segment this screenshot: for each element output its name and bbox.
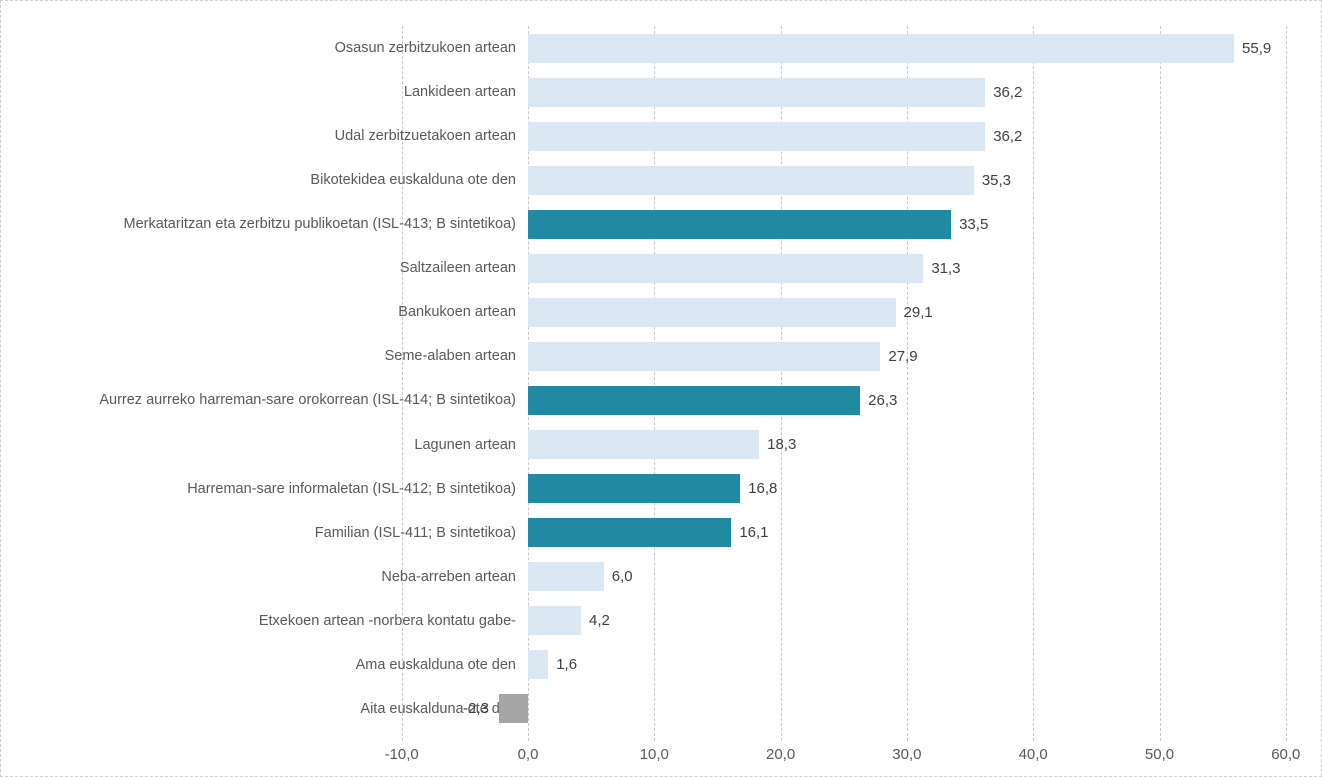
bar bbox=[498, 694, 528, 724]
bar bbox=[528, 253, 924, 283]
category-label: Etxekoen artean -norbera kontatu gabe- bbox=[258, 612, 516, 629]
bar-row: Seme-alaben artean 27,9 bbox=[1, 334, 1321, 378]
bar bbox=[528, 518, 732, 548]
value-label: 31,3 bbox=[931, 259, 961, 277]
value-label: 26,3 bbox=[868, 391, 898, 409]
bar bbox=[528, 341, 881, 371]
category-label: Osasun zerbitzukoen artean bbox=[334, 40, 516, 57]
bar-row: Aurrez aurreko harreman-sare orokorrean … bbox=[1, 378, 1321, 422]
bar bbox=[528, 77, 986, 107]
bar bbox=[528, 165, 974, 195]
x-axis-tick-label: -10,0 bbox=[384, 746, 419, 763]
bar-row: Neba-arreben artean 6,0 bbox=[1, 555, 1321, 599]
category-label: Familian (ISL-411; B sintetikoa) bbox=[314, 524, 516, 541]
bar bbox=[528, 562, 604, 592]
bar-row: Lankideen artean 36,2 bbox=[1, 70, 1321, 114]
category-label: Bankukoen artean bbox=[398, 304, 516, 321]
bar bbox=[528, 606, 582, 636]
bar-row: Etxekoen artean -norbera kontatu gabe- 4,… bbox=[1, 599, 1321, 643]
value-label: 6,0 bbox=[611, 568, 633, 586]
category-label: Lankideen artean bbox=[403, 84, 516, 101]
value-label: 36,2 bbox=[993, 127, 1023, 145]
category-label: Lagunen artean bbox=[414, 436, 516, 453]
bar bbox=[528, 650, 549, 680]
value-label: 27,9 bbox=[888, 347, 918, 365]
x-axis-tick-label: 10,0 bbox=[639, 746, 669, 763]
gridline bbox=[1285, 26, 1287, 741]
category-label: Merkataritzan eta zerbitzu publikoetan (… bbox=[123, 216, 516, 233]
x-axis-tick-label: 40,0 bbox=[1018, 746, 1048, 763]
x-axis-tick-label: 20,0 bbox=[765, 746, 796, 763]
gridline bbox=[906, 26, 908, 741]
value-label: 4,2 bbox=[589, 612, 610, 630]
bar-row: Merkataritzan eta zerbitzu publikoetan (… bbox=[1, 202, 1321, 246]
value-label: 33,5 bbox=[959, 215, 989, 233]
x-axis-tick-label: 30,0 bbox=[892, 746, 922, 763]
gridline bbox=[1159, 26, 1161, 741]
gridline bbox=[528, 26, 529, 741]
category-label: Harreman-sare informaletan (ISL-412; B s… bbox=[187, 480, 516, 497]
category-label: Saltzaileen artean bbox=[399, 260, 516, 277]
value-label: 16,8 bbox=[748, 480, 778, 498]
x-axis-tick-label: 60,0 bbox=[1271, 746, 1301, 763]
bar-row: Aita euskalduna ote den -2,3 bbox=[1, 687, 1321, 731]
value-label: 55,9 bbox=[1242, 39, 1272, 57]
bar-row: Bankukoen artean 29,1 bbox=[1, 290, 1321, 334]
bar bbox=[528, 474, 741, 504]
bar-row: Lagunen artean 18,3 bbox=[1, 423, 1321, 467]
bar-row: Familian (ISL-411; B sintetikoa) 16,1 bbox=[1, 511, 1321, 555]
bar bbox=[528, 33, 1235, 63]
bar-row: Osasun zerbitzukoen artean 55,9 bbox=[1, 26, 1321, 70]
gridline bbox=[780, 26, 782, 741]
category-label: Neba-arreben artean bbox=[381, 568, 516, 585]
category-label: Aita euskalduna ote den bbox=[360, 700, 516, 717]
gridline bbox=[401, 26, 403, 741]
value-label: 29,1 bbox=[903, 303, 933, 321]
bar bbox=[528, 121, 986, 151]
bar bbox=[528, 385, 861, 415]
category-label: Ama euskalduna ote den bbox=[355, 656, 516, 673]
x-axis-tick-label: 0,0 bbox=[517, 746, 539, 763]
gridline bbox=[654, 26, 656, 741]
bar-row: Udal zerbitzuetakoen artean 36,2 bbox=[1, 114, 1321, 158]
category-label: Udal zerbitzuetakoen artean bbox=[334, 128, 516, 145]
bar bbox=[528, 297, 896, 327]
bar-row: Ama euskalduna ote den 1,6 bbox=[1, 643, 1321, 687]
value-label: -2,3 bbox=[463, 700, 489, 718]
value-label: 16,1 bbox=[739, 524, 769, 542]
x-axis-tick-label: 50,0 bbox=[1144, 746, 1175, 763]
bar bbox=[528, 209, 952, 239]
category-label: Bikotekidea euskalduna ote den bbox=[310, 172, 516, 189]
value-label: 1,6 bbox=[556, 656, 578, 674]
bar-row: Saltzaileen artean 31,3 bbox=[1, 246, 1321, 290]
value-label: 18,3 bbox=[767, 436, 797, 454]
bar bbox=[528, 430, 760, 460]
value-label: 35,3 bbox=[981, 171, 1012, 189]
value-label: 36,2 bbox=[993, 83, 1023, 101]
gridline bbox=[1033, 26, 1035, 741]
bar-row: Harreman-sare informaletan (ISL-412; B s… bbox=[1, 467, 1321, 511]
category-label: Aurrez aurreko harreman-sare orokorrean … bbox=[99, 392, 516, 409]
category-label: Seme-alaben artean bbox=[384, 348, 516, 365]
bar-row: Bikotekidea euskalduna ote den 35,3 bbox=[1, 158, 1321, 202]
